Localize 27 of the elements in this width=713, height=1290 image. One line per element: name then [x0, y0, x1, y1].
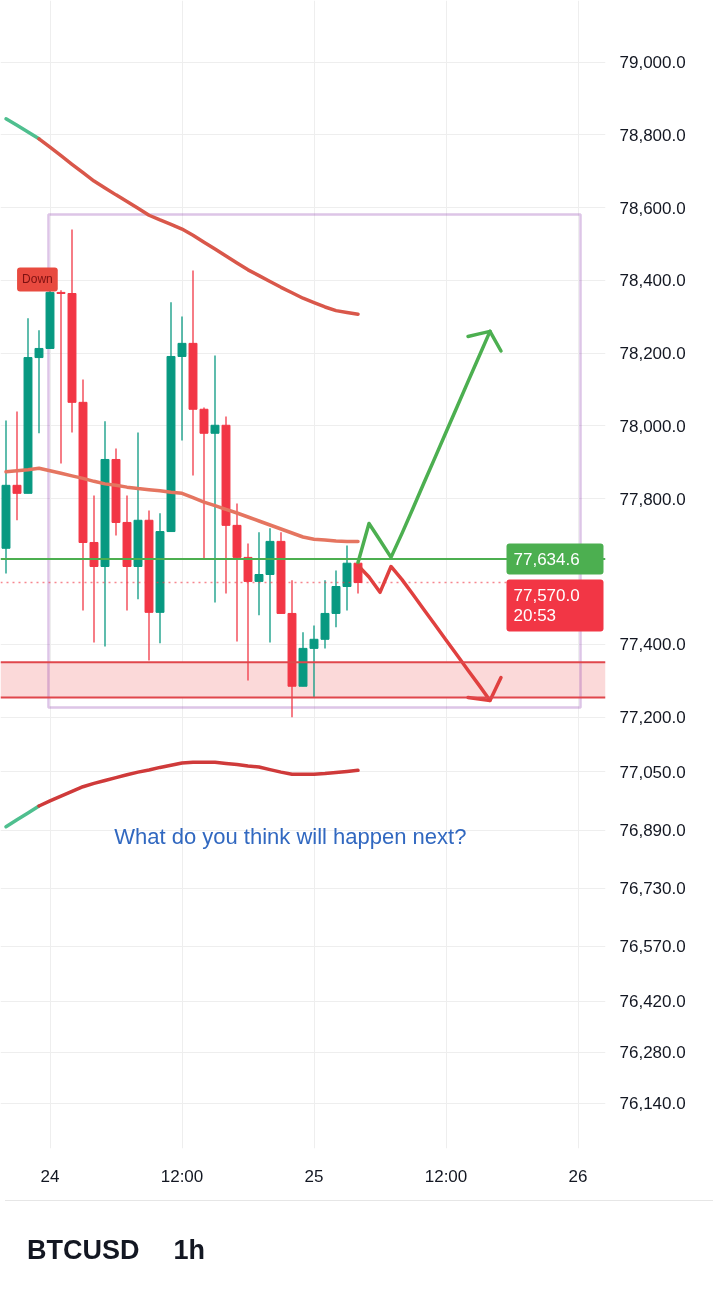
y-tick-label: 76,420.0 [619, 992, 686, 1012]
y-tick-label: 78,000.0 [619, 417, 686, 436]
x-tick-label: 25 [304, 1166, 324, 1186]
y-tick-label: 77,200.0 [619, 708, 686, 728]
ref-line-label: 77,634.6 [513, 549, 580, 569]
x-tick-label: 24 [40, 1166, 60, 1186]
y-tick-label: 77,800.0 [619, 489, 686, 509]
x-tick-label: 12:00 [424, 1166, 468, 1186]
text: BTCUSD [27, 1235, 140, 1265]
y-tick-label: 79,000.0 [619, 53, 686, 73]
y-tick-label: 76,730.0 [619, 879, 686, 899]
text: 1h [173, 1235, 206, 1265]
annotation: What do you think will happen next? [114, 823, 467, 849]
x-tick-label: 26 [568, 1166, 588, 1186]
y-tick-label: 78,200.0 [619, 344, 686, 364]
y-tick-label: 77,400.0 [619, 635, 686, 655]
y-tick-label: 78,800.0 [619, 125, 686, 145]
y-tick-label: 76,570.0 [619, 937, 686, 957]
y-tick-label: 76,140.0 [619, 1094, 686, 1113]
y-tick-label: 76,280.0 [619, 1043, 686, 1063]
ref-line-label: 77,570.0 20:53 [513, 585, 580, 626]
x-tick-label: 12:00 [160, 1166, 204, 1186]
y-tick-label: 78,400.0 [619, 271, 686, 291]
annotation: Down [22, 272, 53, 287]
y-tick-label: 76,890.0 [619, 821, 686, 841]
y-tick-label: 78,600.0 [619, 198, 686, 218]
y-tick-label: 77,050.0 [619, 762, 686, 782]
